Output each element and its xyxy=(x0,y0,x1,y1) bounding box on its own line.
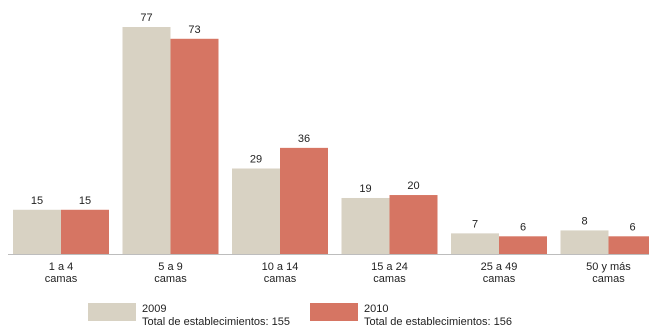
category-label-3-line-0: 15 a 24 xyxy=(371,261,408,273)
legend-note-2010: Total de establecimientos: 156 xyxy=(364,316,512,328)
category-label-0-line-1: camas xyxy=(45,273,78,285)
legend-item-2010: 2010 Total de establecimientos: 156 xyxy=(310,303,512,329)
category-label-2-line-0: 10 a 14 xyxy=(262,261,299,273)
bar-2010-4 xyxy=(499,236,547,254)
data-label-2010-2: 36 xyxy=(298,133,310,145)
data-label-2009-5: 8 xyxy=(581,215,587,227)
category-label-0-line-0: 1 a 4 xyxy=(49,261,73,273)
bar-2009-0 xyxy=(13,209,61,254)
bar-2010-0 xyxy=(61,209,109,254)
category-label-5-line-1: camas xyxy=(592,273,625,285)
category-label-5-line-0: 50 y más xyxy=(586,261,631,273)
bar-2009-2 xyxy=(232,168,280,254)
data-label-2010-3: 20 xyxy=(407,180,419,192)
bar-2009-4 xyxy=(451,233,499,254)
category-label-4-line-1: camas xyxy=(483,273,516,285)
legend-item-2009: 2009 Total de establecimientos: 155 xyxy=(88,303,290,329)
bar-2010-3 xyxy=(389,195,438,254)
bars-layer: 15 15 77 73 29 36 19 20 7 6 8 6 xyxy=(13,12,649,254)
category-label-1-line-0: 5 a 9 xyxy=(158,261,182,273)
bar-2010-1 xyxy=(170,38,219,254)
data-label-2009-4: 7 xyxy=(472,218,478,230)
bar-2010-5 xyxy=(608,236,649,254)
data-label-2009-2: 29 xyxy=(250,154,262,166)
bar-2009-3 xyxy=(341,197,390,254)
category-label-1-line-1: camas xyxy=(154,273,187,285)
bar-2009-5 xyxy=(560,230,609,254)
legend-note-2009: Total de establecimientos: 155 xyxy=(142,316,290,328)
data-label-2009-3: 19 xyxy=(359,183,371,195)
legend-swatch-2009 xyxy=(88,303,136,321)
data-label-2009-0: 15 xyxy=(31,195,43,207)
legend-label-2010: 2010 xyxy=(364,303,389,315)
category-label-4-line-0: 25 a 49 xyxy=(481,261,518,273)
legend-label-2009: 2009 xyxy=(142,303,167,315)
data-label-2010-0: 15 xyxy=(79,195,91,207)
data-label-2010-5: 6 xyxy=(629,221,635,233)
category-label-2-line-1: camas xyxy=(264,273,297,285)
data-label-2010-4: 6 xyxy=(520,221,526,233)
data-label-2010-1: 73 xyxy=(188,24,200,36)
bar-2010-2 xyxy=(280,147,328,254)
legend-swatch-2010 xyxy=(310,303,358,321)
data-label-2009-1: 77 xyxy=(140,12,152,24)
category-label-3-line-1: camas xyxy=(373,273,406,285)
bar-2009-1 xyxy=(122,27,171,254)
